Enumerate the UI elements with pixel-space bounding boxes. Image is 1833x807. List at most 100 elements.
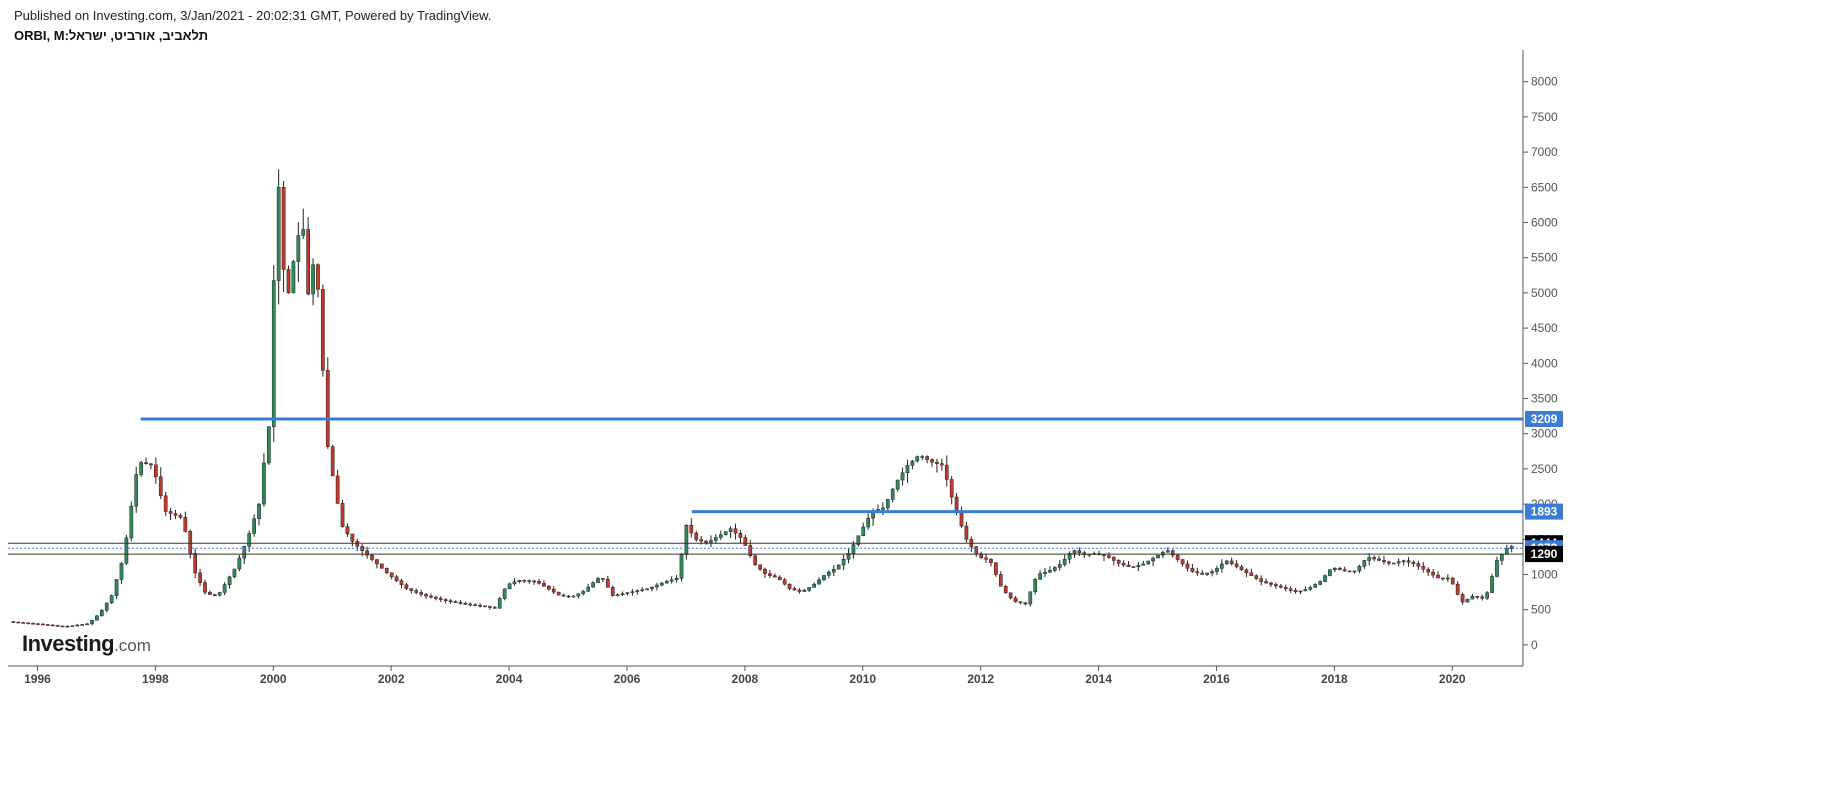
logo-brand: Investing [22, 631, 115, 656]
candle-body [497, 598, 502, 609]
candle-body [890, 488, 895, 500]
candle-body [458, 602, 463, 604]
candle-body [1480, 596, 1485, 599]
candle-body [389, 572, 394, 578]
candle-body [1062, 558, 1067, 565]
candle-body [640, 589, 645, 591]
candle-body [974, 546, 979, 555]
candle-body [1033, 579, 1038, 592]
candle-body [306, 229, 310, 295]
investing-logo: Investing.com [22, 631, 151, 657]
candle-body [694, 532, 699, 540]
candle-body [998, 574, 1003, 587]
candle-body [571, 595, 576, 598]
candle-body [379, 563, 384, 569]
candle-body [1328, 569, 1332, 576]
candle-body [1485, 592, 1489, 599]
candle-body [1278, 585, 1283, 588]
candle-body [75, 624, 80, 627]
candle-body [271, 280, 276, 427]
candle-body [36, 623, 40, 625]
price-tag-label: 1290 [1531, 547, 1558, 561]
candle-body [443, 599, 448, 602]
candle-body [296, 235, 301, 262]
candle-body [198, 572, 202, 583]
candle-body [227, 576, 232, 585]
candle-body [1436, 574, 1440, 579]
candle-body [660, 582, 664, 586]
candle-body [1490, 576, 1494, 593]
candle-body [222, 584, 227, 593]
candle-body [1043, 571, 1047, 574]
candle-body [1116, 560, 1121, 564]
x-tick-label: 2000 [260, 672, 287, 686]
candle-body [414, 590, 419, 593]
candle-body [763, 568, 767, 574]
candle-body [70, 625, 75, 627]
x-tick-label: 2004 [496, 672, 523, 686]
candle-body [429, 595, 433, 598]
candle-body [345, 526, 350, 535]
y-tick-label: 7000 [1531, 145, 1558, 159]
candle-body [1318, 581, 1322, 585]
candle-body [1023, 602, 1028, 605]
candle-body [723, 531, 728, 535]
candle-body [1401, 560, 1406, 562]
candle-body [1220, 563, 1224, 569]
candle-body [527, 580, 532, 582]
candle-body [596, 578, 600, 584]
candle-body [1406, 560, 1411, 563]
y-tick-label: 7500 [1531, 110, 1558, 124]
candle-body [55, 625, 60, 627]
candle-body [1190, 568, 1195, 572]
candle-body [1377, 558, 1381, 561]
candle-body [232, 568, 237, 578]
candle-body [438, 598, 443, 600]
candle-body [158, 476, 163, 497]
candle-body [1229, 560, 1234, 565]
x-tick-label: 2014 [1085, 672, 1112, 686]
candle-body [473, 604, 478, 606]
candle-body [502, 588, 507, 599]
candle-body [1072, 550, 1077, 554]
candle-body [1460, 594, 1465, 603]
candle-body [1048, 570, 1052, 573]
candle-body [669, 579, 674, 582]
candle-body [60, 625, 65, 628]
candle-body [940, 463, 944, 466]
candle-body [1352, 570, 1357, 573]
candle-body [581, 591, 586, 594]
candle-body [144, 462, 148, 464]
x-tick-label: 2020 [1439, 672, 1466, 686]
candle-body [758, 564, 762, 570]
candle-body [1170, 550, 1175, 556]
candle-body [910, 460, 915, 466]
candle-body [1057, 564, 1062, 568]
candle-body [26, 622, 30, 625]
candle-body [31, 622, 35, 625]
candle-body [1210, 571, 1214, 574]
candle-body [340, 503, 345, 527]
candle-body [301, 229, 306, 236]
y-tick-label: 5000 [1531, 286, 1558, 300]
price-tag-1290 [1525, 546, 1563, 563]
candle-body [217, 592, 222, 596]
candle-body [920, 456, 925, 458]
candle-body [193, 553, 198, 574]
candle-body [537, 581, 541, 584]
candle-body [419, 592, 423, 595]
candle-body [1372, 557, 1376, 560]
candle-body [139, 462, 143, 475]
candle-body [16, 621, 21, 624]
candle-body [930, 459, 934, 463]
candle-body [768, 573, 772, 576]
candle-body [325, 370, 330, 447]
candle-body [1028, 591, 1033, 605]
candle-body [1337, 568, 1342, 571]
candle-body [330, 446, 335, 477]
symbol-title: תלאביב, אורביט, ישראל:ORBI, M [14, 28, 209, 43]
candle-body [944, 464, 949, 480]
candle-body [237, 557, 242, 570]
candle-body [728, 528, 733, 532]
candle-body [610, 587, 615, 596]
